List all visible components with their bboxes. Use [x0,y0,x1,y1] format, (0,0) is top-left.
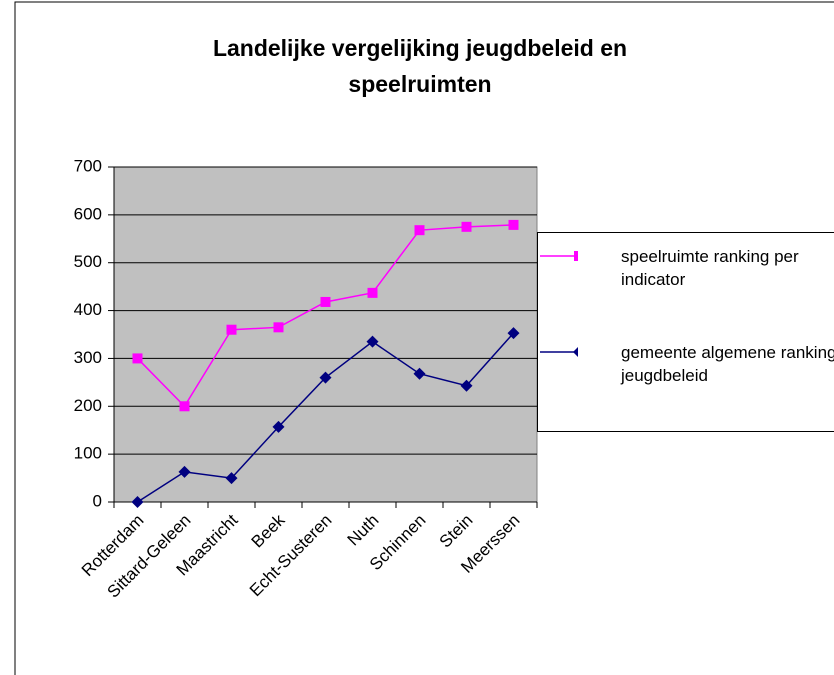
y-tick-label: 500 [74,252,102,271]
data-point [460,379,473,392]
y-tick-label: 400 [74,300,102,319]
y-tick-label: 300 [74,348,102,367]
data-point [273,322,284,333]
legend-marker [574,251,578,261]
data-point [413,367,426,380]
legend-symbol [540,347,578,357]
chart-frame [14,1,834,675]
y-tick-label: 100 [74,444,102,463]
data-point [320,296,331,307]
legend-symbol [540,251,578,261]
data-point [414,225,425,236]
data-point [272,420,285,433]
data-point [178,465,191,478]
data-point [507,327,520,340]
data-point [508,219,519,230]
data-point [366,335,379,348]
legend: speelruimte ranking per indicator gemeent… [537,232,834,432]
legend-label: gemeente algemene ranking jeugdbeleid [621,343,834,385]
plot-area [113,166,538,503]
chart-title: Landelijke vergelijking jeugdbeleid en s… [212,35,628,97]
y-tick-label: 700 [74,156,102,175]
x-tick-label: Stein [436,511,477,552]
legend-label: speelruimte ranking per indicator [621,247,799,289]
x-tick-label: Beek [248,510,289,551]
data-point [461,221,472,232]
y-tick-label: 200 [74,396,102,415]
x-tick-label: Nuth [344,511,383,550]
data-point [367,287,378,298]
x-tick-label: Sittard-Geleen [104,511,195,602]
data-point [319,371,332,384]
data-point [179,401,190,412]
data-point [131,496,144,508]
y-tick-label: 600 [74,204,102,223]
x-tick-label: Echt-Susteren [246,511,336,601]
data-point [225,472,238,485]
y-tick-label: 0 [93,491,102,510]
legend-marker [573,347,578,357]
data-point [226,324,237,335]
data-point [132,353,143,364]
